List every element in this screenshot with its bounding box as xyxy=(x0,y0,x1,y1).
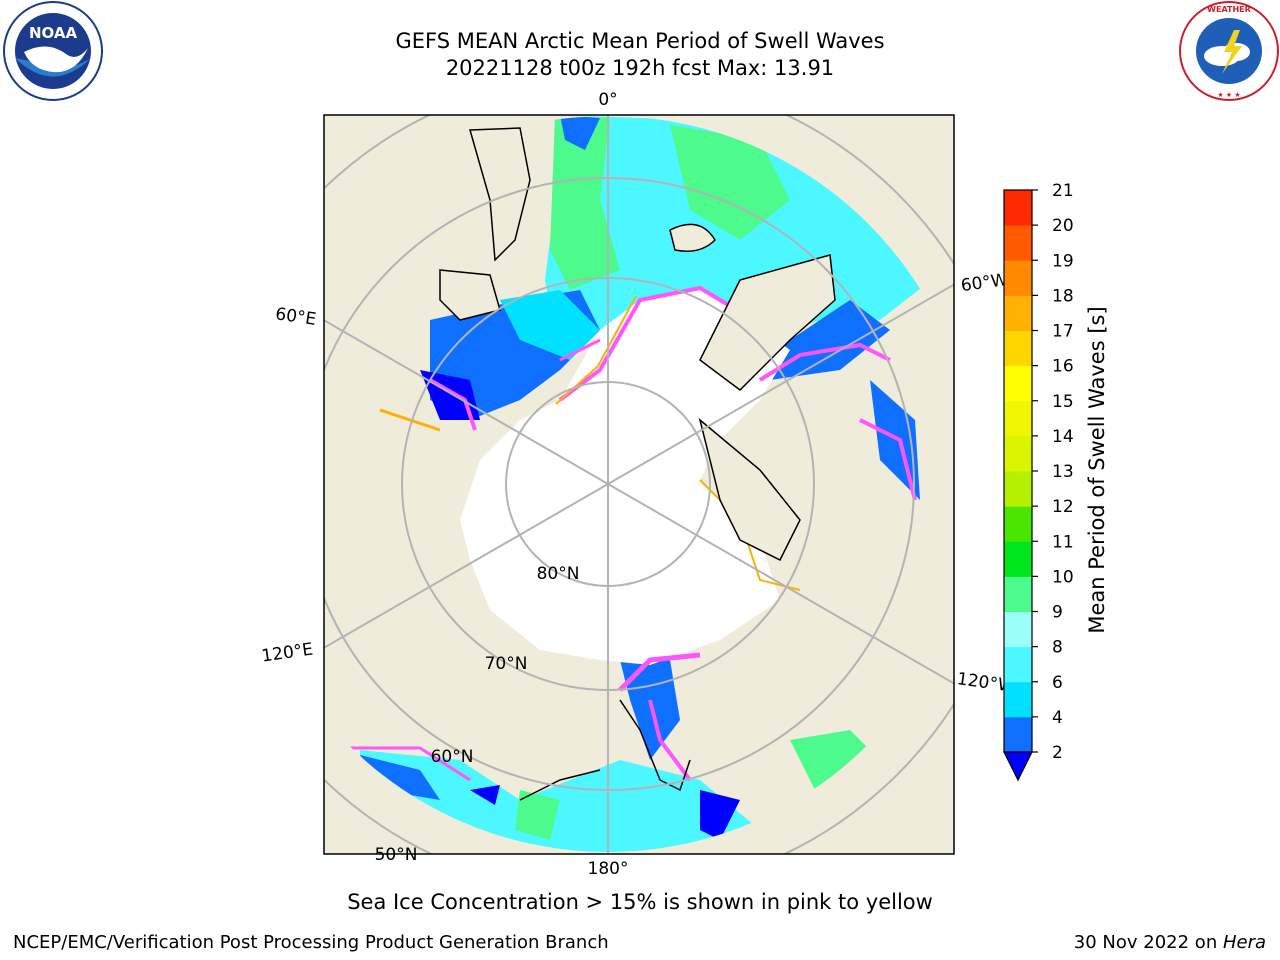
lat-label-60: 60°N xyxy=(431,747,474,767)
lon-label-180: 180° xyxy=(588,859,629,879)
colorbar-segment xyxy=(1004,471,1032,507)
colorbar-segment xyxy=(1004,190,1032,226)
colorbar-tick-label: 6 xyxy=(1052,673,1063,693)
colorbar-segment xyxy=(1004,330,1032,367)
colorbar-tick-label: 8 xyxy=(1052,638,1063,658)
lon-label-60w: 60°W xyxy=(960,270,1009,296)
colorbar-tick-label: 18 xyxy=(1052,286,1074,306)
svg-text:★ ★ ★: ★ ★ ★ xyxy=(1217,91,1240,99)
colorbar-tick-label: 13 xyxy=(1052,462,1074,482)
colorbar-tick-label: 14 xyxy=(1052,427,1074,447)
colorbar-segment xyxy=(1004,646,1032,683)
graticule xyxy=(324,115,954,854)
colorbar-segment xyxy=(1004,225,1032,261)
colorbar-extend-arrow xyxy=(1003,751,1033,782)
colorbar-tick-label: 21 xyxy=(1052,181,1074,201)
colorbar-label: Mean Period of Swell Waves [s] xyxy=(1085,306,1109,634)
colorbar-tick-label: 9 xyxy=(1052,603,1063,623)
colorbar-tick-label: 17 xyxy=(1052,322,1074,342)
colorbar-segment xyxy=(1004,365,1032,402)
colorbar-segment xyxy=(1004,295,1032,331)
caption: Sea Ice Concentration > 15% is shown in … xyxy=(347,890,933,914)
colorbar-tick-label: 4 xyxy=(1052,708,1063,728)
colorbar: 2 4 6 8 9 10 11 12 13 14 15 16 17 18 19 20 21 xyxy=(1003,181,1074,782)
lat-label-80: 80°N xyxy=(537,564,580,584)
colorbar-segment xyxy=(1004,435,1032,472)
lat-label-50: 50°N xyxy=(375,845,418,865)
colorbar-segment xyxy=(1004,260,1032,296)
footer-machine: Hera xyxy=(1222,932,1266,953)
colorbar-tick-label: 16 xyxy=(1052,357,1074,377)
colorbar-tick-label: 11 xyxy=(1052,532,1074,552)
colorbar-segment xyxy=(1004,400,1032,437)
noaa-logo-icon: NOAA xyxy=(3,1,103,101)
svg-text:NOAA: NOAA xyxy=(29,24,78,42)
lon-label-60e: 60°E xyxy=(274,304,317,329)
lon-label-0: 0° xyxy=(598,90,617,110)
colorbar-tick-label: 12 xyxy=(1052,497,1074,517)
chart-subtitle: 20221128 t00z 192h fcst Max: 13.91 xyxy=(445,56,835,80)
lat-label-70: 70°N xyxy=(485,654,528,674)
colorbar-segment xyxy=(1004,541,1032,577)
colorbar-tick-label: 2 xyxy=(1052,743,1063,763)
colorbar-segment xyxy=(1004,681,1032,718)
map-frame xyxy=(323,114,955,855)
footer-date-text: 30 Nov 2022 on xyxy=(1073,932,1223,953)
colorbar-tick-label: 20 xyxy=(1052,216,1074,236)
colorbar-segment xyxy=(1004,611,1032,648)
colorbar-tick-label: 10 xyxy=(1052,567,1074,587)
footer-date: 30 Nov 2022 on Hera xyxy=(1074,932,1266,953)
chart-title: GEFS MEAN Arctic Mean Period of Swell Wa… xyxy=(395,29,885,53)
map-area xyxy=(324,115,954,854)
colorbar-segment xyxy=(1004,716,1032,753)
colorbar-tick-label: 19 xyxy=(1052,251,1074,271)
colorbar-segment xyxy=(1004,506,1032,542)
colorbar-tick-label: 15 xyxy=(1052,392,1074,412)
footer-credit: NCEP/EMC/Verification Post Processing Pr… xyxy=(13,932,609,953)
svg-text:WEATHER: WEATHER xyxy=(1207,5,1251,14)
colorbar-segment xyxy=(1004,576,1032,612)
nws-logo-icon: WEATHER ★ ★ ★ xyxy=(1179,1,1279,101)
lon-label-120e: 120°E xyxy=(260,640,314,667)
